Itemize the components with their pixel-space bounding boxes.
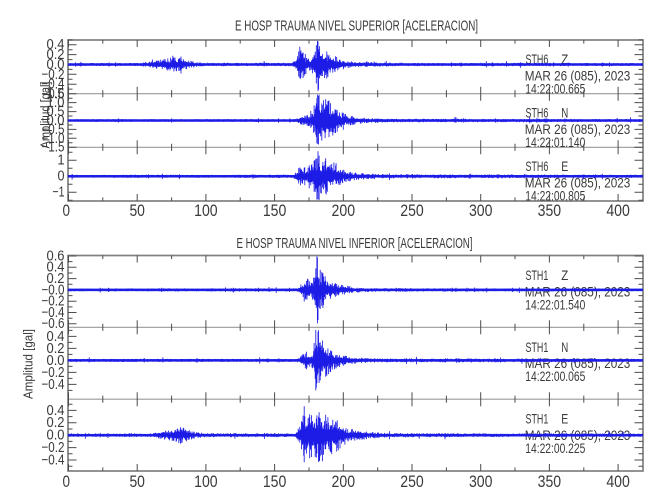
svg-text:200: 200 [332, 202, 356, 220]
svg-text:1: 1 [58, 153, 65, 169]
svg-text:14:22:00.225: 14:22:00.225 [525, 441, 585, 456]
svg-text:−0.2: −0.2 [42, 440, 65, 456]
svg-text:0.0: 0.0 [47, 353, 65, 369]
svg-text:E HOSP TRAUMA NIVEL INFERIOR [: E HOSP TRAUMA NIVEL INFERIOR [ACELERACIO… [237, 236, 473, 252]
svg-text:−0.4: −0.4 [42, 452, 65, 468]
svg-text:100: 100 [194, 473, 218, 491]
svg-text:350: 350 [538, 473, 562, 491]
svg-text:0.2: 0.2 [47, 415, 65, 431]
svg-text:0.2: 0.2 [47, 271, 65, 287]
svg-text:MAR 26 (085), 2023: MAR 26 (085), 2023 [525, 68, 631, 83]
svg-text:−0.4: −0.4 [42, 77, 65, 93]
svg-text:400: 400 [606, 202, 630, 220]
svg-text:−0.4: −0.4 [42, 377, 65, 393]
svg-text:100: 100 [194, 202, 218, 220]
svg-text:N: N [561, 340, 568, 355]
svg-text:0.0: 0.0 [47, 57, 65, 73]
svg-text:−0.2: −0.2 [42, 67, 65, 83]
svg-text:−0.0: −0.0 [42, 282, 65, 298]
svg-text:0.0: 0.0 [47, 113, 65, 129]
svg-text:Amplitud [gal]: Amplitud [gal] [21, 329, 36, 399]
svg-text:E: E [561, 412, 568, 427]
svg-text:1.5: 1.5 [47, 86, 65, 102]
svg-text:Z: Z [561, 52, 568, 67]
svg-text:−1.0: −1.0 [42, 131, 65, 147]
svg-text:STH6: STH6 [526, 159, 549, 174]
svg-text:14:22:00.065: 14:22:00.065 [525, 369, 585, 384]
svg-text:0.4: 0.4 [47, 37, 65, 53]
svg-text:400: 400 [606, 473, 630, 491]
svg-text:0: 0 [62, 473, 70, 491]
svg-text:150: 150 [263, 473, 287, 491]
svg-text:0.2: 0.2 [47, 47, 65, 63]
svg-text:−0.2: −0.2 [42, 365, 65, 381]
svg-text:E HOSP TRAUMA NIVEL SUPERIOR [: E HOSP TRAUMA NIVEL SUPERIOR [ACELERACIO… [235, 18, 478, 34]
svg-text:−0.6: −0.6 [42, 316, 65, 332]
svg-text:0.0: 0.0 [47, 428, 65, 444]
svg-text:1.0: 1.0 [47, 95, 65, 111]
svg-text:−1.5: −1.5 [42, 140, 65, 156]
svg-text:300: 300 [469, 202, 493, 220]
svg-text:14:22:01.540: 14:22:01.540 [525, 297, 585, 312]
svg-text:50: 50 [129, 202, 145, 220]
svg-text:200: 200 [332, 473, 356, 491]
svg-text:STH6: STH6 [526, 106, 549, 121]
svg-text:MAR 26 (085), 2023: MAR 26 (085), 2023 [525, 122, 631, 137]
svg-text:STH1: STH1 [526, 268, 549, 283]
svg-text:E: E [561, 159, 568, 174]
svg-text:−0.4: −0.4 [42, 305, 65, 321]
svg-text:350: 350 [538, 202, 562, 220]
svg-text:0.2: 0.2 [47, 341, 65, 357]
svg-text:0.4: 0.4 [47, 260, 65, 276]
svg-text:0: 0 [62, 202, 70, 220]
svg-text:0: 0 [58, 169, 65, 185]
svg-text:−0.6: −0.6 [42, 87, 65, 103]
svg-text:14:22:01.140: 14:22:01.140 [525, 135, 585, 150]
svg-text:−1: −1 [53, 185, 65, 201]
svg-text:0.4: 0.4 [47, 329, 65, 345]
svg-text:250: 250 [400, 202, 424, 220]
svg-text:STH1: STH1 [526, 412, 549, 427]
svg-text:MAR 26 (085), 2023: MAR 26 (085), 2023 [525, 176, 631, 191]
svg-text:−0.2: −0.2 [42, 294, 65, 310]
svg-text:14:22:00.805: 14:22:00.805 [525, 189, 585, 204]
svg-text:0.5: 0.5 [47, 104, 65, 120]
svg-text:−0.5: −0.5 [42, 122, 65, 138]
svg-text:14:22:00.665: 14:22:00.665 [525, 81, 585, 96]
svg-text:250: 250 [400, 473, 424, 491]
svg-text:0.6: 0.6 [47, 248, 65, 264]
svg-text:300: 300 [469, 473, 493, 491]
svg-text:150: 150 [263, 202, 287, 220]
svg-text:Z: Z [561, 268, 568, 283]
svg-text:MAR 26 (085), 2023: MAR 26 (085), 2023 [525, 284, 631, 299]
svg-text:Amplitud [gal]: Amplitud [gal] [38, 82, 53, 149]
svg-text:STH1: STH1 [526, 340, 549, 355]
svg-text:0.4: 0.4 [47, 403, 65, 419]
svg-text:50: 50 [129, 473, 145, 491]
svg-text:N: N [561, 106, 568, 121]
